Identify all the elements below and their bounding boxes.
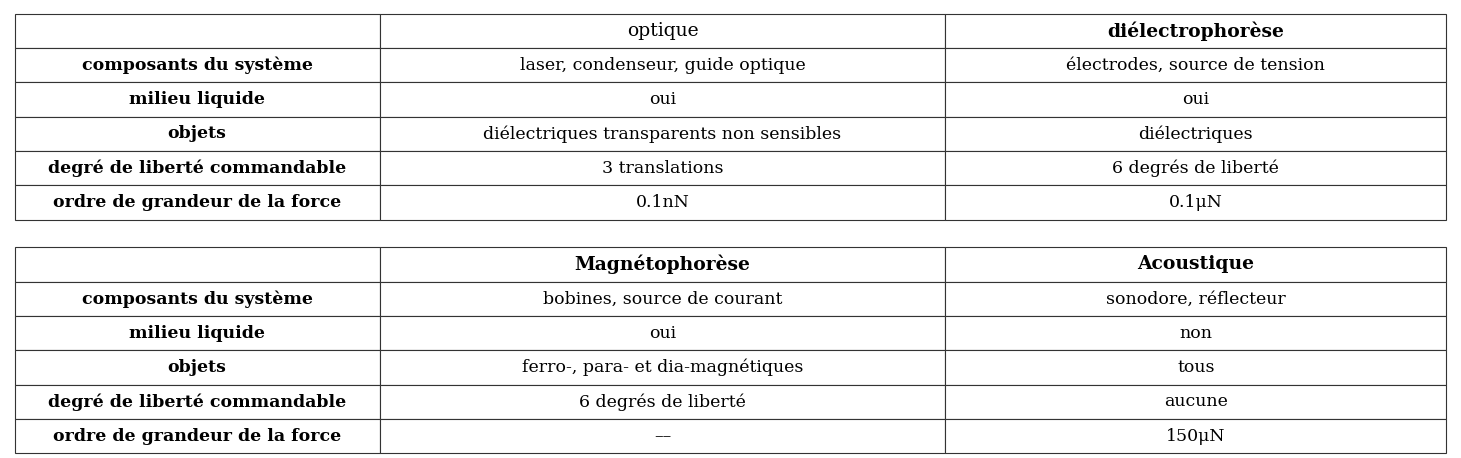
Text: ordre de grandeur de la force: ordre de grandeur de la force [53,428,342,445]
Text: composants du système: composants du système [82,56,313,74]
Bar [15,282,380,316]
Bar [380,185,945,220]
Bar [945,385,1446,419]
Bar [15,419,380,453]
Text: non: non [1179,325,1213,342]
Bar [15,82,380,117]
Text: laser, condenseur, guide optique: laser, condenseur, guide optique [520,57,805,74]
Bar [15,350,380,385]
Bar [15,117,380,151]
Bar [945,48,1446,82]
Bar [945,316,1446,350]
Text: 150μN: 150μN [1166,428,1226,445]
Text: 0.1nN: 0.1nN [636,194,690,211]
Text: objets: objets [168,359,226,376]
Bar [380,385,945,419]
Text: degré de liberté commandable: degré de liberté commandable [48,393,346,411]
Bar [15,385,380,419]
Bar [15,185,380,220]
Bar [380,82,945,117]
Bar [380,282,945,316]
Text: diélectriques transparents non sensibles: diélectriques transparents non sensibles [484,125,842,143]
Bar [945,247,1446,282]
Bar [15,316,380,350]
Bar [945,185,1446,220]
Bar [380,48,945,82]
Bar [15,48,380,82]
Text: tous: tous [1178,359,1214,376]
Bar [945,151,1446,185]
Text: ––: –– [655,428,671,445]
Text: 0.1μN: 0.1μN [1169,194,1223,211]
Text: 6 degrés de liberté: 6 degrés de liberté [1112,159,1280,177]
Bar [945,419,1446,453]
Text: milieu liquide: milieu liquide [129,325,264,342]
Bar [945,350,1446,385]
Text: oui: oui [1182,91,1210,108]
Text: 6 degrés de liberté: 6 degrés de liberté [579,393,747,411]
Bar [15,247,380,282]
Text: aucune: aucune [1164,393,1227,410]
Bar [945,282,1446,316]
Text: bobines, source de courant: bobines, source de courant [543,290,782,307]
Text: oui: oui [649,91,676,108]
Bar [380,316,945,350]
Text: Magnétophorèse: Magnétophorèse [574,255,751,274]
Text: ordre de grandeur de la force: ordre de grandeur de la force [53,194,342,211]
Text: milieu liquide: milieu liquide [129,91,264,108]
Bar [380,247,945,282]
Bar [380,151,945,185]
Bar [945,82,1446,117]
Bar [945,117,1446,151]
Bar [380,350,945,385]
Text: 3 translations: 3 translations [602,160,723,177]
Text: degré de liberté commandable: degré de liberté commandable [48,159,346,177]
Text: sonodore, réflecteur: sonodore, réflecteur [1106,290,1286,307]
Text: optique: optique [627,22,698,40]
Text: composants du système: composants du système [82,290,313,308]
Text: diélectriques: diélectriques [1138,125,1254,143]
Bar [380,117,945,151]
Text: diélectrophorèse: diélectrophorèse [1107,21,1284,41]
Text: objets: objets [168,125,226,142]
Text: électrodes, source de tension: électrodes, source de tension [1067,57,1325,74]
Text: oui: oui [649,325,676,342]
Bar [15,14,380,48]
Bar [945,14,1446,48]
Bar [380,419,945,453]
Text: ferro-, para- et dia-magnétiques: ferro-, para- et dia-magnétiques [522,359,804,376]
Bar [380,14,945,48]
Bar [15,151,380,185]
Text: Acoustique: Acoustique [1137,256,1255,273]
